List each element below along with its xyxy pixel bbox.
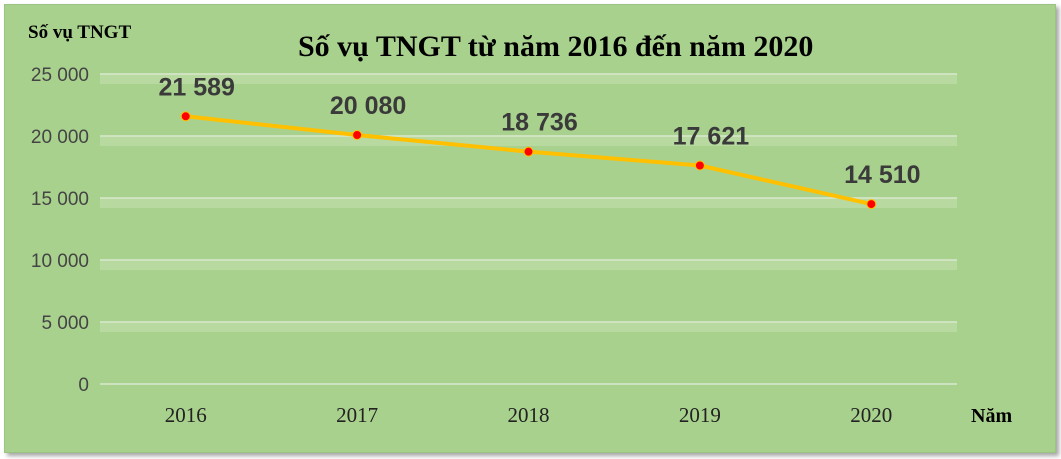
y-tick-label: 25 000	[31, 65, 89, 86]
data-label: 14 510	[844, 161, 920, 189]
x-tick-label: 2020	[850, 403, 892, 427]
y-axis-label: Số vụ TNGT	[28, 22, 131, 43]
x-tick-label: 2016	[165, 403, 207, 427]
grid-band	[100, 74, 957, 84]
line-chart: 0 5 000 10 000 15 000 20 000 25 000 2016 2017 2…	[28, 22, 1012, 427]
y-tick-label: 5 000	[41, 313, 89, 334]
x-axis-label: Năm	[971, 405, 1012, 427]
grid-band	[100, 136, 957, 146]
data-point	[694, 160, 705, 171]
y-tick-label: 15 000	[31, 189, 89, 210]
grid-band	[100, 322, 957, 332]
y-tick-label: 0	[78, 375, 89, 396]
data-point	[866, 199, 877, 210]
data-point	[180, 111, 191, 122]
data-point	[352, 130, 363, 141]
x-tick-label: 2017	[336, 403, 378, 427]
y-tick-label: 10 000	[31, 251, 89, 272]
y-tick-label: 20 000	[31, 127, 89, 148]
data-label: 21 589	[158, 73, 234, 101]
chart-area: 0 5 000 10 000 15 000 20 000 25 000 2016 2017 2…	[4, 4, 1056, 453]
x-tick-label: 2019	[679, 403, 721, 427]
data-point	[523, 146, 534, 157]
chart-title: Số vụ TNGT từ năm 2016 đến năm 2020	[298, 30, 813, 63]
data-label: 17 621	[673, 122, 750, 150]
grid-band	[100, 198, 957, 208]
data-label: 18 736	[501, 109, 577, 137]
grid-band	[100, 260, 957, 270]
data-label: 20 080	[330, 92, 406, 120]
x-tick-label: 2018	[508, 403, 550, 427]
